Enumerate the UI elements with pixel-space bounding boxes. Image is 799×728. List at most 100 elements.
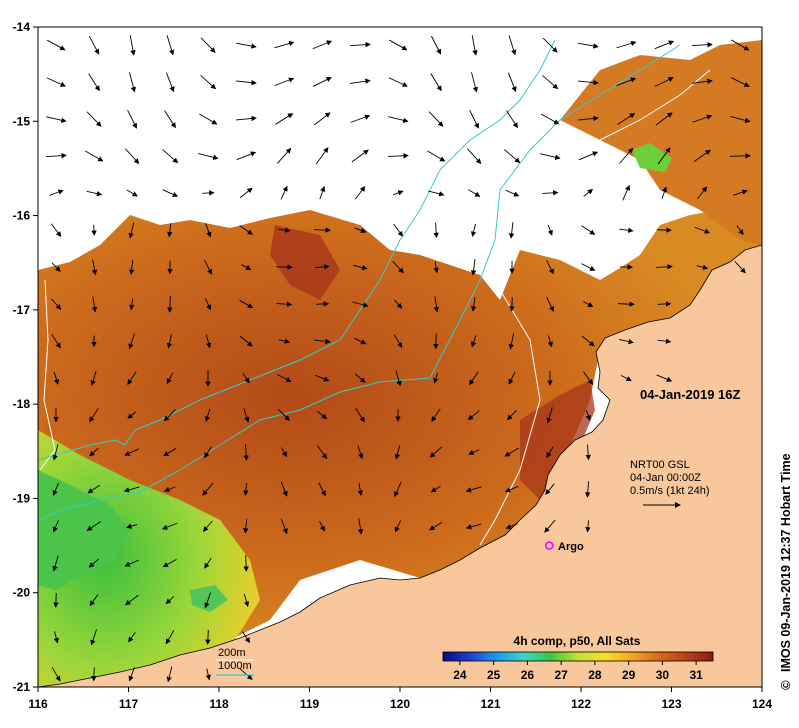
current-vector xyxy=(657,227,672,233)
current-vector xyxy=(128,333,135,350)
current-vector xyxy=(164,110,176,129)
current-vector xyxy=(281,447,288,458)
current-vector xyxy=(354,227,367,234)
current-vector xyxy=(86,111,102,127)
current-vector xyxy=(317,411,328,420)
current-vector xyxy=(504,485,519,493)
current-legend-line3: 0.5m/s (1kt 24h) xyxy=(630,485,709,497)
x-axis: 116 117 118 119 120 121 122 123 124 xyxy=(28,687,772,711)
current-vector xyxy=(431,408,441,423)
current-vector xyxy=(239,335,253,347)
current-vector xyxy=(127,411,137,419)
current-vector xyxy=(89,408,99,423)
current-vector xyxy=(243,444,249,461)
current-vector xyxy=(162,558,177,568)
current-vector xyxy=(129,298,135,311)
current-vector xyxy=(278,338,291,344)
current-vector xyxy=(167,296,173,313)
current-vector xyxy=(163,409,176,422)
y-tick-label: -21 xyxy=(13,680,31,694)
current-vector xyxy=(354,337,367,345)
current-vector xyxy=(656,264,673,270)
current-vector xyxy=(51,666,61,682)
current-vector xyxy=(656,374,673,382)
current-vector xyxy=(506,410,517,421)
current-vector xyxy=(541,113,560,125)
current-vector xyxy=(618,338,634,345)
current-vector xyxy=(387,153,409,159)
current-vector xyxy=(736,225,744,236)
current-vector xyxy=(693,149,711,163)
current-vector xyxy=(129,72,137,93)
current-vector xyxy=(504,447,520,457)
current-vector xyxy=(394,481,402,498)
current-vector xyxy=(164,486,176,492)
current-legend: NRT00 GSL 04-Jan 00:00Z 0.5m/s (1kt 24h) xyxy=(630,459,709,508)
current-legend-line2: 04-Jan 00:00Z xyxy=(630,472,701,484)
current-vector xyxy=(429,446,443,458)
current-vector xyxy=(471,72,478,93)
current-vector xyxy=(277,374,292,383)
current-vector xyxy=(202,190,215,196)
current-vector xyxy=(729,153,751,159)
current-vector xyxy=(236,151,257,161)
current-vector xyxy=(90,370,97,386)
current-vector xyxy=(583,301,594,307)
current-vector xyxy=(165,630,175,645)
current-vector xyxy=(51,262,61,272)
current-vector xyxy=(312,77,332,87)
current-vector xyxy=(350,114,371,123)
colorbar-ticks: 24 25 26 27 28 29 30 31 xyxy=(453,661,703,682)
x-tick-label: 119 xyxy=(300,697,320,711)
y-tick-label: -15 xyxy=(13,114,31,128)
current-vector xyxy=(578,42,599,49)
current-vector xyxy=(204,259,212,275)
current-vector xyxy=(51,334,61,349)
current-vector xyxy=(350,78,371,84)
current-vector xyxy=(506,110,518,129)
current-vector xyxy=(278,227,291,233)
current-vector xyxy=(470,223,477,238)
x-tick-label: 116 xyxy=(28,697,48,711)
current-vector xyxy=(428,111,444,127)
current-vector xyxy=(581,263,596,271)
current-vector xyxy=(357,445,364,460)
current-vector xyxy=(277,147,292,164)
current-vector xyxy=(389,39,408,51)
current-vector xyxy=(239,225,254,235)
current-vector xyxy=(166,35,175,56)
current-vector xyxy=(505,189,520,197)
current-vector xyxy=(430,485,441,493)
current-vector xyxy=(388,77,408,87)
current-vector xyxy=(91,224,97,236)
current-vector xyxy=(616,40,637,49)
current-vector xyxy=(274,40,295,49)
current-vector xyxy=(162,149,179,164)
sst-green-core xyxy=(38,470,130,590)
current-vector xyxy=(430,73,442,92)
colorbar-tick-label: 30 xyxy=(656,668,670,682)
current-vector xyxy=(692,114,713,123)
current-vector xyxy=(126,523,138,529)
current-vector xyxy=(585,444,591,461)
current-vector xyxy=(433,261,439,274)
current-vector xyxy=(204,557,212,569)
current-vector xyxy=(243,482,249,496)
current-vector xyxy=(388,116,409,123)
x-tick-label: 118 xyxy=(209,697,229,711)
current-vector xyxy=(694,226,711,234)
current-vector xyxy=(167,223,173,238)
timestamp-label: 04-Jan-2019 16Z xyxy=(640,387,741,402)
current-vector xyxy=(280,518,288,535)
current-vector xyxy=(52,555,59,572)
sst-hot-core-1 xyxy=(270,225,340,300)
current-vector xyxy=(427,150,446,162)
current-vector xyxy=(205,629,211,646)
current-vector xyxy=(88,35,100,55)
current-vector xyxy=(52,444,59,461)
current-vector xyxy=(90,629,97,646)
current-vector xyxy=(86,190,103,197)
current-vector xyxy=(354,373,366,383)
current-vector xyxy=(351,149,369,163)
